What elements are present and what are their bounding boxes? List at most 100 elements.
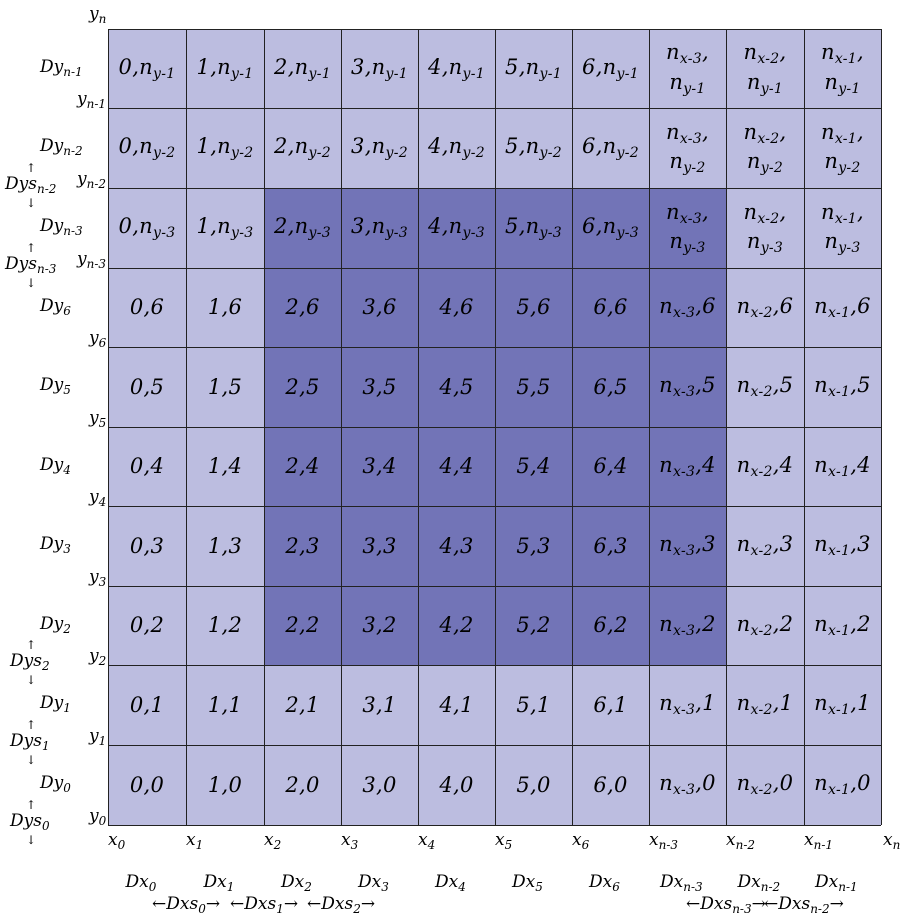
grid-cell: 3,ny-3 [341,188,418,268]
cell-text: n [814,611,828,636]
cell-text: n [824,69,839,94]
grid-cell: nx-2, ny-3 [726,188,804,268]
cell-index: 6,6 [593,294,627,320]
grid-cell: nx-1,2 [804,586,881,665]
label-text: Dy [40,375,64,395]
grid-cell: 6,2 [572,586,649,665]
grid-cell: nx-3,4 [649,427,726,506]
cell-subscript: y-3 [462,225,485,242]
label-text: → [283,894,299,914]
cell-text: n [814,373,828,398]
cell-index: nx-3,6 [659,293,716,323]
label-text: Dy [40,773,64,793]
grid-cell: 4,0 [418,745,495,825]
cell-index: 2,4 [285,453,319,479]
cell-text: 3,5 [362,374,397,399]
cell-text: , [857,199,864,224]
cell-text: 2,6 [285,295,320,320]
cell-text: ,5 [850,373,871,398]
cell-index: nx-2, ny-1 [744,39,787,98]
grid-cell: nx-1,0 [804,745,881,825]
cell-text: ,1 [695,691,716,716]
grid-cell: 0,0 [108,745,186,825]
cell-index: 2,ny-2 [274,133,331,163]
grid-cell: 6,0 [572,745,649,825]
grid-cell: 1,2 [186,586,264,665]
cell-index: 4,6 [439,294,473,320]
label-text: ←Dxs [686,894,733,914]
cell-subscript: x-2 [750,384,773,401]
grid-cell: 1,0 [186,745,264,825]
grid-cell: 2,6 [264,268,341,347]
grid-cell: 4,5 [418,347,495,427]
grid-cell: 0,4 [108,427,186,506]
cell-subscript: x-3 [673,782,696,799]
cell-index: 5,ny-1 [505,54,562,84]
cell-subscript: y-2 [385,145,408,162]
y-boundary-label: yn [89,6,106,26]
label-subscript: n-2 [86,177,107,191]
cell-index: 1,2 [208,612,242,638]
cell-index: 6,2 [593,612,627,638]
grid-cell: 4,ny-3 [418,188,495,268]
cell-text: 5,n [505,134,540,159]
grid-cell: 4,ny-2 [418,108,495,188]
cell-text: 0,2 [129,613,165,638]
cell-text: 5,n [505,214,540,239]
grid-cell: 0,ny-3 [108,188,186,268]
grid-cell: 0,1 [108,665,186,745]
cell-index: nx-3,3 [659,531,716,561]
cell-subscript: y-2 [539,145,562,162]
label-subscript: n-3 [658,838,679,852]
grid-cell: nx-2,1 [726,665,804,745]
grid-cell: nx-3,3 [649,506,726,586]
label-subscript: 3 [381,880,389,894]
label-subscript: n-1 [63,65,83,79]
grid-cell: 1,4 [186,427,264,506]
cell-text: 0,n [118,214,153,239]
cell-index: 4,ny-2 [428,133,485,163]
y-boundary-label: y2 [89,648,106,668]
dxs-label: ←Dxs1→ [230,894,299,916]
dx-column-label: Dxn-3 [660,874,703,894]
cell-subscript: x-1 [834,210,858,227]
cell-index: nx-3, ny-3 [666,199,709,258]
cell-index: 1,3 [208,533,242,559]
grid-cell: 1,5 [186,347,264,427]
grid-cell: nx-1,3 [804,506,881,586]
grid-cell: nx-1, ny-3 [804,188,881,268]
dy-row-label: Dyn-1 [40,59,83,79]
down-arrow-icon: ↓ [26,276,37,290]
grid-cell: nx-2,2 [726,586,804,665]
dx-column-label: Dxn-1 [815,874,858,894]
grid-cell: 4,4 [418,427,495,506]
dx-column-label: Dx1 [204,874,235,894]
cell-text: 2,n [274,214,309,239]
cell-line: nx-2, [744,119,787,149]
cell-text: n [666,40,680,64]
cell-text: 6,6 [593,295,628,320]
label-subscript: n-3 [63,224,83,238]
grid-cell: 2,ny-3 [264,188,341,268]
label-text: Dy [40,693,64,713]
label-text: x [495,830,505,850]
grid-cell: 6,ny-3 [572,188,649,268]
label-subscript: n-2 [735,838,756,852]
x-boundary-label: x2 [264,832,281,852]
y-boundary-label: y3 [89,569,106,589]
cell-subscript: x-2 [757,51,780,67]
cell-subscript: x-2 [750,622,773,639]
label-subscript: 2 [41,659,50,673]
grid-cell: 1,3 [186,506,264,586]
cell-line: ny-2 [666,148,709,178]
dys-label: Dysn-3 [5,256,56,276]
cell-text: , [779,40,787,64]
cell-text: n [743,40,758,64]
grid-line-horizontal [108,664,881,666]
cell-subscript: x-3 [673,463,696,480]
cell-text: n [659,452,673,477]
cell-index: 6,ny-1 [582,54,639,84]
label-text: y [89,726,99,746]
cell-text: 2,2 [285,613,320,638]
grid-cell: 3,5 [341,347,418,427]
